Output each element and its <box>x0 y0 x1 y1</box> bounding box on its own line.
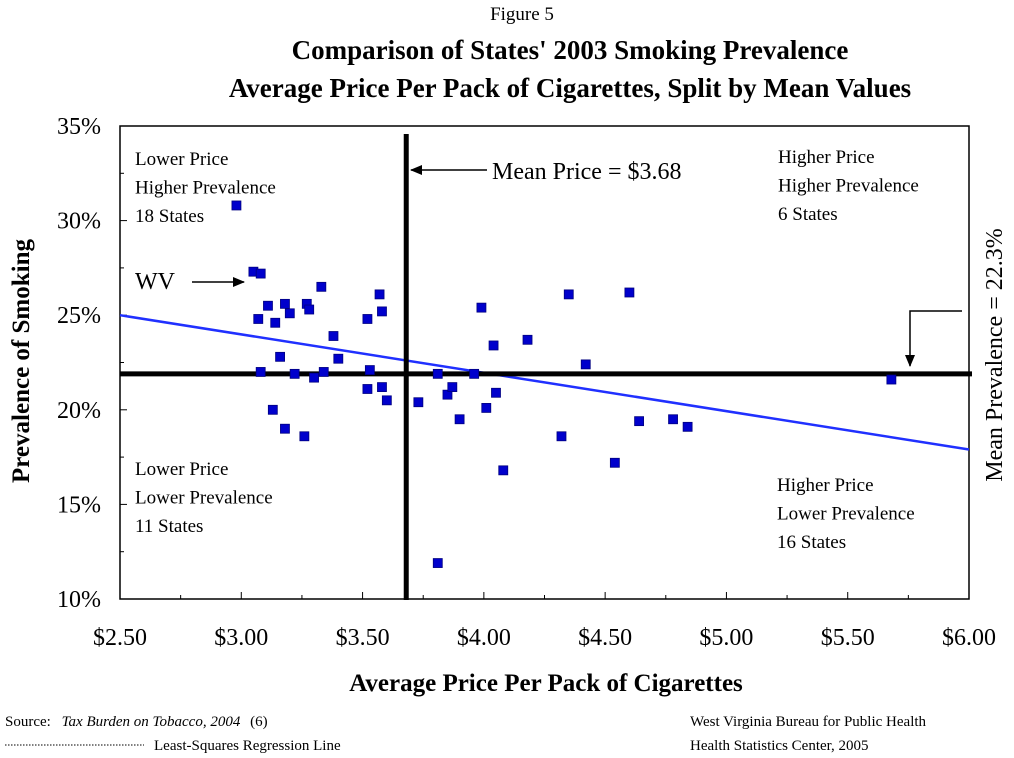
data-point <box>488 340 499 351</box>
quadrant-label-line: Higher Prevalence <box>778 176 919 197</box>
data-point <box>682 421 693 432</box>
data-point <box>668 414 678 425</box>
data-point <box>231 200 242 211</box>
data-point <box>253 314 264 324</box>
data-point <box>275 351 285 362</box>
x-tick-label: $4.00 <box>457 625 511 651</box>
data-point <box>284 308 295 319</box>
quadrant-label-line: Lower Price <box>135 459 228 480</box>
data-point <box>328 331 339 341</box>
quadrant-label-line: 18 States <box>135 206 204 227</box>
data-point <box>333 353 344 364</box>
chart-title: Comparison of States' 2003 Smoking Preva… <box>292 35 849 65</box>
x-axis-label: Average Price Per Pack of Cigarettes <box>349 670 743 697</box>
y-tick-label: 20% <box>57 398 101 424</box>
x-tick-labels: $2.50 $3.00 $3.50 $4.00 $4.50 $5.00 $5.50 $6.00 <box>93 625 996 651</box>
data-point <box>309 372 319 383</box>
x-tick-label: $3.50 <box>336 625 390 651</box>
quadrant-label-line: Lower Price <box>135 149 228 170</box>
source-note: Source: Tax Burden on Tobacco, 2004 (6) <box>5 714 268 730</box>
data-point <box>432 558 443 568</box>
data-point <box>556 431 567 442</box>
x-tick-label: $5.50 <box>821 625 875 651</box>
data-point <box>454 414 465 425</box>
data-point <box>476 302 487 313</box>
y-tick-label: 35% <box>57 114 101 140</box>
chart-subtitle: Average Price Per Pack of Cigarettes, Sp… <box>229 73 911 103</box>
data-point <box>563 289 574 300</box>
data-point <box>634 416 645 427</box>
data-point <box>374 289 385 300</box>
x-tick-label: $3.00 <box>214 625 268 651</box>
mean-prevalence-label: Mean Prevalence = 22.3% <box>982 228 1008 481</box>
data-point <box>580 359 591 370</box>
y-axis-label: Prevalence of Smoking <box>8 239 35 483</box>
mean-prevalence-arrow <box>905 310 962 367</box>
org-name: West Virginia Bureau for Public Health <box>690 714 927 730</box>
data-point <box>886 374 897 385</box>
quadrant-label-line: 6 States <box>778 204 838 225</box>
data-point <box>318 367 329 377</box>
data-point <box>299 431 310 442</box>
data-point <box>304 304 315 315</box>
data-point <box>481 403 492 413</box>
y-tick-label: 10% <box>57 587 101 613</box>
x-tick-label: $6.00 <box>942 625 996 651</box>
wv-label: WV <box>135 269 176 295</box>
regression-line <box>119 313 970 451</box>
data-points <box>231 200 897 568</box>
data-point <box>432 368 443 379</box>
data-point <box>364 365 375 375</box>
data-point <box>270 317 281 328</box>
quadrant-labels: Lower Price Higher Prevalence 18 States Hig… <box>135 147 919 553</box>
y-tick-labels: 10% 15% 20% 25% 30% 35% <box>57 114 101 613</box>
quadrant-label-line: Higher Price <box>777 475 874 496</box>
data-point <box>289 368 300 379</box>
quadrant-label-line: Lower Prevalence <box>777 504 915 525</box>
data-point <box>413 397 424 408</box>
data-point <box>609 457 620 468</box>
data-point <box>280 298 290 309</box>
center-name: Health Statistics Center, 2005 <box>690 738 869 754</box>
data-point <box>469 368 480 379</box>
data-point <box>316 281 327 292</box>
data-point <box>377 382 387 392</box>
quadrant-label-line: 11 States <box>135 516 203 537</box>
data-point <box>362 384 373 394</box>
x-tick-label: $4.50 <box>578 625 632 651</box>
data-point <box>362 314 373 324</box>
figure-label: Figure 5 <box>490 4 554 25</box>
legend-line-label: Least-Squares Regression Line <box>154 738 341 754</box>
data-point <box>267 404 278 415</box>
data-point <box>255 268 266 279</box>
data-point <box>522 334 533 345</box>
y-tick-label: 25% <box>57 303 101 329</box>
x-tick-label: $5.00 <box>699 625 753 651</box>
data-point <box>255 367 266 377</box>
y-tick-label: 30% <box>57 209 101 235</box>
data-point <box>381 395 392 406</box>
data-point <box>447 382 458 392</box>
x-tick-label: $2.50 <box>93 625 147 651</box>
data-point <box>491 387 501 398</box>
quadrant-label-line: Lower Prevalence <box>135 488 273 509</box>
data-point <box>498 465 509 476</box>
source-title: Tax Burden on Tobacco, 2004 <box>62 714 241 730</box>
data-point <box>624 287 635 298</box>
data-point <box>280 423 290 434</box>
mean-price-label: Mean Price = $3.68 <box>492 159 682 185</box>
data-point <box>377 306 387 317</box>
source-label: Source: <box>5 714 51 730</box>
quadrant-label-line: Higher Prevalence <box>135 178 276 199</box>
y-tick-label: 15% <box>57 492 101 518</box>
quadrant-label-line: 16 States <box>777 532 846 553</box>
quadrant-label-line: Higher Price <box>778 147 875 168</box>
source-ref: (6) <box>250 714 268 730</box>
data-point <box>263 300 273 311</box>
